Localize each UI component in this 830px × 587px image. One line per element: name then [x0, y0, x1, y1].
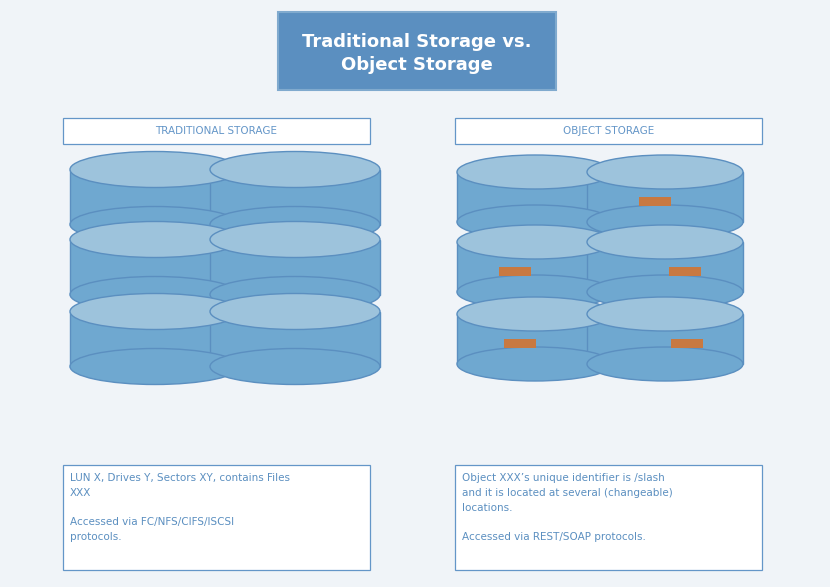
Ellipse shape	[70, 221, 240, 258]
Ellipse shape	[70, 207, 240, 242]
FancyBboxPatch shape	[210, 312, 380, 366]
Ellipse shape	[587, 205, 743, 239]
FancyBboxPatch shape	[278, 12, 556, 90]
Ellipse shape	[457, 205, 613, 239]
FancyBboxPatch shape	[70, 170, 240, 224]
FancyBboxPatch shape	[74, 197, 376, 210]
Ellipse shape	[457, 155, 613, 189]
Ellipse shape	[70, 294, 240, 329]
Ellipse shape	[210, 294, 380, 329]
Ellipse shape	[587, 155, 743, 189]
FancyBboxPatch shape	[457, 314, 613, 364]
FancyBboxPatch shape	[457, 242, 613, 292]
Text: LUN X, Drives Y, Sectors XY, contains Files
XXX

Accessed via FC/NFS/CIFS/ISCSI
: LUN X, Drives Y, Sectors XY, contains Fi…	[70, 473, 290, 542]
FancyBboxPatch shape	[587, 314, 743, 364]
Ellipse shape	[70, 276, 240, 312]
Text: Traditional Storage vs.: Traditional Storage vs.	[302, 33, 532, 50]
FancyBboxPatch shape	[499, 266, 531, 275]
Text: OBJECT STORAGE: OBJECT STORAGE	[563, 126, 654, 136]
FancyBboxPatch shape	[74, 339, 376, 352]
Ellipse shape	[457, 275, 613, 309]
Ellipse shape	[587, 347, 743, 381]
Ellipse shape	[210, 221, 380, 258]
Ellipse shape	[457, 225, 613, 259]
Ellipse shape	[210, 349, 380, 384]
FancyBboxPatch shape	[63, 465, 370, 570]
FancyBboxPatch shape	[587, 242, 743, 292]
Text: Object Storage: Object Storage	[341, 56, 493, 74]
Text: TRADITIONAL STORAGE: TRADITIONAL STORAGE	[155, 126, 277, 136]
Ellipse shape	[210, 151, 380, 187]
FancyBboxPatch shape	[210, 170, 380, 224]
FancyBboxPatch shape	[455, 118, 762, 144]
FancyBboxPatch shape	[457, 172, 613, 222]
FancyBboxPatch shape	[669, 266, 701, 275]
Ellipse shape	[457, 297, 613, 331]
Ellipse shape	[587, 297, 743, 331]
Text: Object XXX’s unique identifier is /slash
and it is located at several (changeabl: Object XXX’s unique identifier is /slash…	[462, 473, 673, 542]
FancyBboxPatch shape	[455, 465, 762, 570]
FancyBboxPatch shape	[587, 172, 743, 222]
Ellipse shape	[457, 347, 613, 381]
FancyBboxPatch shape	[63, 118, 370, 144]
Ellipse shape	[70, 151, 240, 187]
FancyBboxPatch shape	[671, 339, 703, 348]
FancyBboxPatch shape	[70, 239, 240, 295]
Ellipse shape	[210, 276, 380, 312]
FancyBboxPatch shape	[504, 339, 536, 348]
FancyBboxPatch shape	[638, 197, 671, 205]
Ellipse shape	[70, 349, 240, 384]
FancyBboxPatch shape	[74, 266, 376, 279]
Ellipse shape	[210, 207, 380, 242]
FancyBboxPatch shape	[70, 312, 240, 366]
Ellipse shape	[587, 225, 743, 259]
Ellipse shape	[587, 275, 743, 309]
FancyBboxPatch shape	[210, 239, 380, 295]
